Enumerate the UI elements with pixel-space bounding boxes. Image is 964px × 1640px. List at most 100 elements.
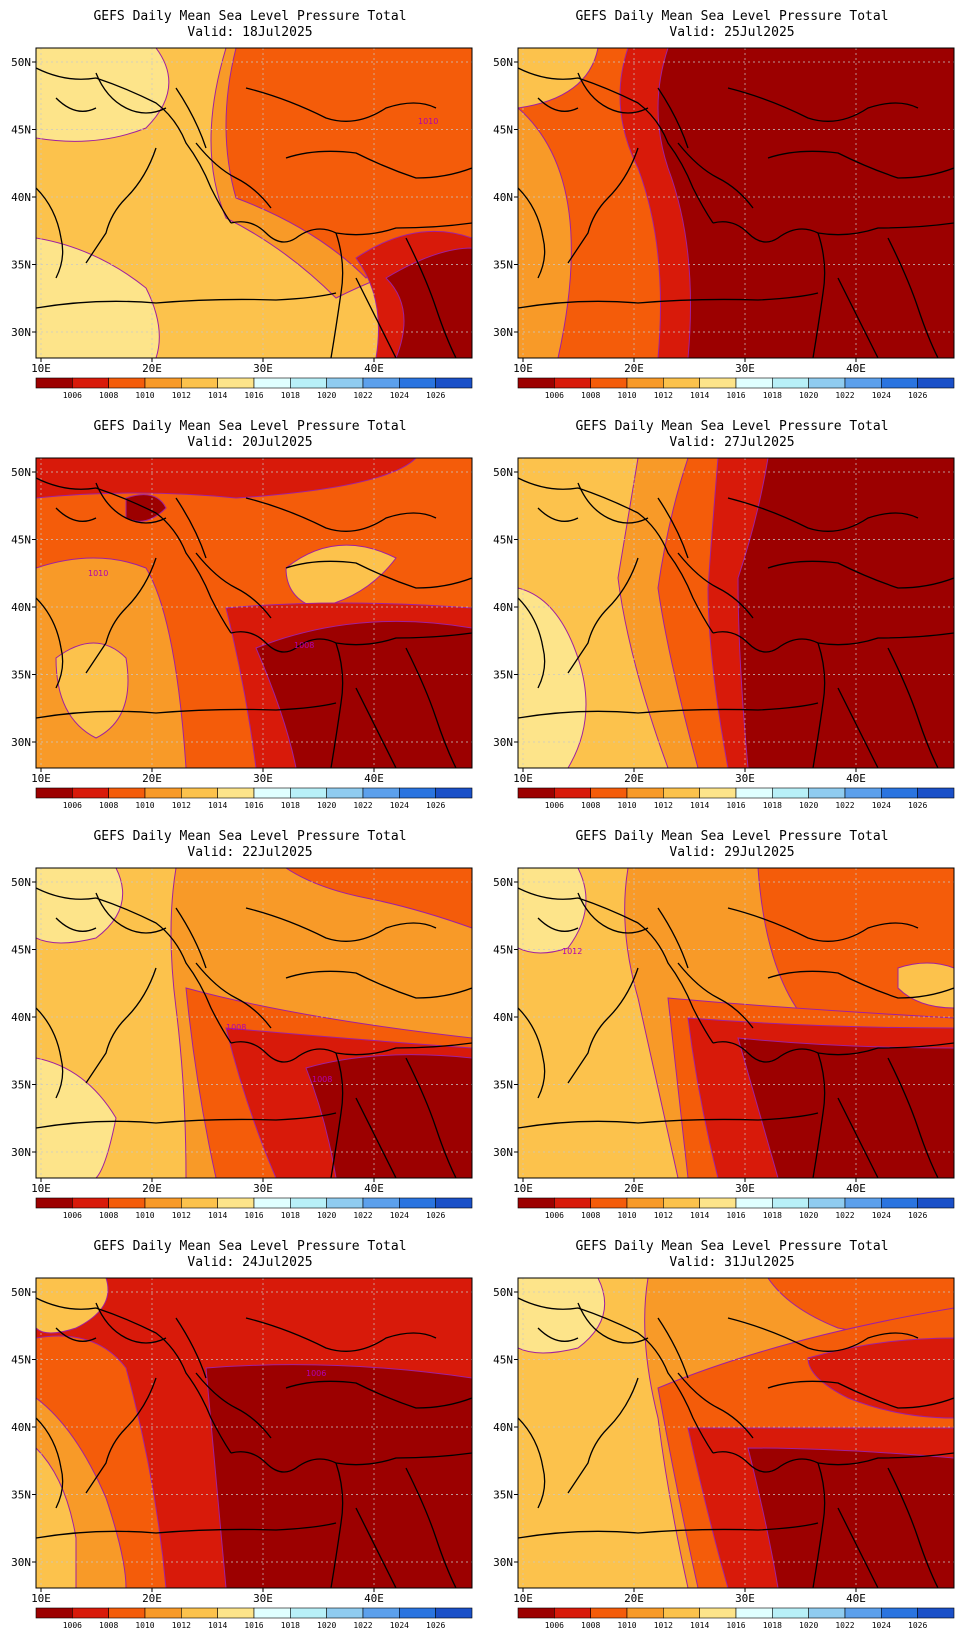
colorbar-swatch — [844, 1197, 882, 1209]
lat-label: 45N — [493, 1354, 513, 1367]
lat-label: 35N — [493, 1489, 513, 1502]
lon-label: 10E — [31, 772, 51, 785]
colorbar-label: 1006 — [63, 1621, 82, 1630]
colorbar-swatch — [881, 1197, 918, 1209]
lon-label: 10E — [31, 1592, 51, 1605]
coastline — [95, 72, 167, 114]
coastline — [230, 221, 472, 243]
coastline — [887, 647, 939, 768]
colorbar-label: 1012 — [172, 801, 191, 810]
coastline — [405, 647, 457, 768]
colorbar-swatch — [72, 1197, 109, 1209]
colorbar: 1006 1008 1010 1012 1014 1016 1018 1020 1022 1024… — [517, 1607, 955, 1630]
pressure-band — [518, 107, 572, 358]
colorbar-swatch — [844, 787, 882, 799]
lat-label: 30N — [11, 1556, 31, 1569]
lat-label: 45N — [11, 1354, 31, 1367]
pressure-band — [36, 1447, 77, 1588]
coastline — [245, 87, 437, 122]
lon-label: 40E — [846, 362, 866, 375]
colorbar-swatch — [217, 1607, 255, 1619]
colorbar-swatch — [735, 377, 773, 389]
colorbar-label: 1018 — [763, 1621, 782, 1630]
lon-label: 20E — [142, 1182, 162, 1195]
lat-label: 50N — [11, 56, 31, 69]
coastline — [518, 702, 819, 719]
coastline — [577, 72, 649, 114]
colorbar-swatch — [181, 1607, 218, 1619]
map-panel: GEFS Daily Mean Sea Level Pressure Total… — [11, 9, 473, 400]
lon-label: 20E — [624, 1182, 644, 1195]
coastline — [36, 597, 64, 689]
coastline — [567, 967, 639, 1084]
colorbar-swatch — [626, 1607, 664, 1619]
pressure-band — [55, 642, 129, 739]
coastline — [355, 1507, 397, 1588]
lat-label: 50N — [493, 466, 513, 479]
colorbar-label: 1008 — [581, 801, 600, 810]
coastline — [355, 687, 397, 768]
colorbar-swatch — [844, 1607, 882, 1619]
panel-valid-date: Valid: 24Jul2025 — [187, 1255, 312, 1270]
lat-label: 50N — [493, 56, 513, 69]
lon-label: 20E — [142, 1592, 162, 1605]
panel-title: GEFS Daily Mean Sea Level Pressure Total — [575, 419, 888, 434]
lon-label: 20E — [624, 772, 644, 785]
coastline — [518, 67, 714, 224]
colorbar: 1006 1008 1010 1012 1014 1016 1018 1020 1022 1024… — [517, 1197, 955, 1220]
colorbar-swatch — [772, 1607, 809, 1619]
coastline — [677, 962, 754, 1029]
isobar-label: 1008 — [294, 641, 314, 650]
map-frame — [35, 867, 473, 1179]
coastline — [887, 1467, 939, 1588]
coastline — [195, 962, 272, 1029]
colorbar-swatch — [181, 377, 218, 389]
colorbar-label: 1012 — [654, 1621, 673, 1630]
coastline — [330, 642, 344, 768]
colorbar-label: 1016 — [244, 801, 263, 810]
colorbar: 1006 1008 1010 1012 1014 1016 1018 1020 1022 1024… — [517, 787, 955, 810]
colorbar-swatch — [362, 1197, 400, 1209]
coastline — [330, 232, 344, 358]
colorbar-swatch — [626, 377, 664, 389]
pressure-band — [518, 868, 587, 954]
lon-label: 40E — [846, 1182, 866, 1195]
colorbar-label: 1022 — [835, 1621, 854, 1630]
coastline — [36, 1522, 337, 1539]
panel-valid-date: Valid: 29Jul2025 — [669, 845, 794, 860]
colorbar-label: 1012 — [172, 1211, 191, 1220]
pressure-band — [518, 1278, 606, 1354]
colorbar-swatch — [663, 377, 700, 389]
coastline — [767, 150, 954, 179]
colorbar-label: 1010 — [617, 1211, 636, 1220]
colorbar-swatch — [35, 377, 73, 389]
colorbar-swatch — [917, 1607, 955, 1619]
coastline — [677, 142, 754, 209]
pressure-band — [36, 237, 160, 358]
colorbar-label: 1014 — [690, 391, 709, 400]
colorbar-swatch — [435, 1197, 473, 1209]
colorbar-label: 1024 — [390, 1211, 409, 1220]
colorbar-swatch — [772, 377, 809, 389]
colorbar: 1006 1008 1010 1012 1014 1016 1018 1020 1022 1024… — [35, 377, 473, 400]
coastline — [518, 597, 546, 689]
pressure-field: 1008 1008 — [35, 867, 473, 1179]
colorbar-swatch — [253, 1197, 291, 1209]
colorbar-label: 1026 — [908, 801, 927, 810]
colorbar-label: 1008 — [99, 801, 118, 810]
colorbar-label: 1006 — [545, 1621, 564, 1630]
panel-valid-date: Valid: 31Jul2025 — [669, 1255, 794, 1270]
colorbar-swatch — [435, 377, 473, 389]
pressure-band — [897, 962, 954, 1009]
coastline — [837, 687, 879, 768]
lon-label: 40E — [364, 1182, 384, 1195]
lon-label: 30E — [735, 362, 755, 375]
coastline — [85, 147, 157, 264]
colorbar-label: 1022 — [835, 1211, 854, 1220]
coastline — [727, 87, 919, 122]
colorbar-swatch — [181, 787, 218, 799]
colorbar-swatch — [108, 1197, 146, 1209]
colorbar-swatch — [554, 787, 591, 799]
coastline — [230, 1451, 472, 1473]
colorbar-label: 1006 — [545, 391, 564, 400]
